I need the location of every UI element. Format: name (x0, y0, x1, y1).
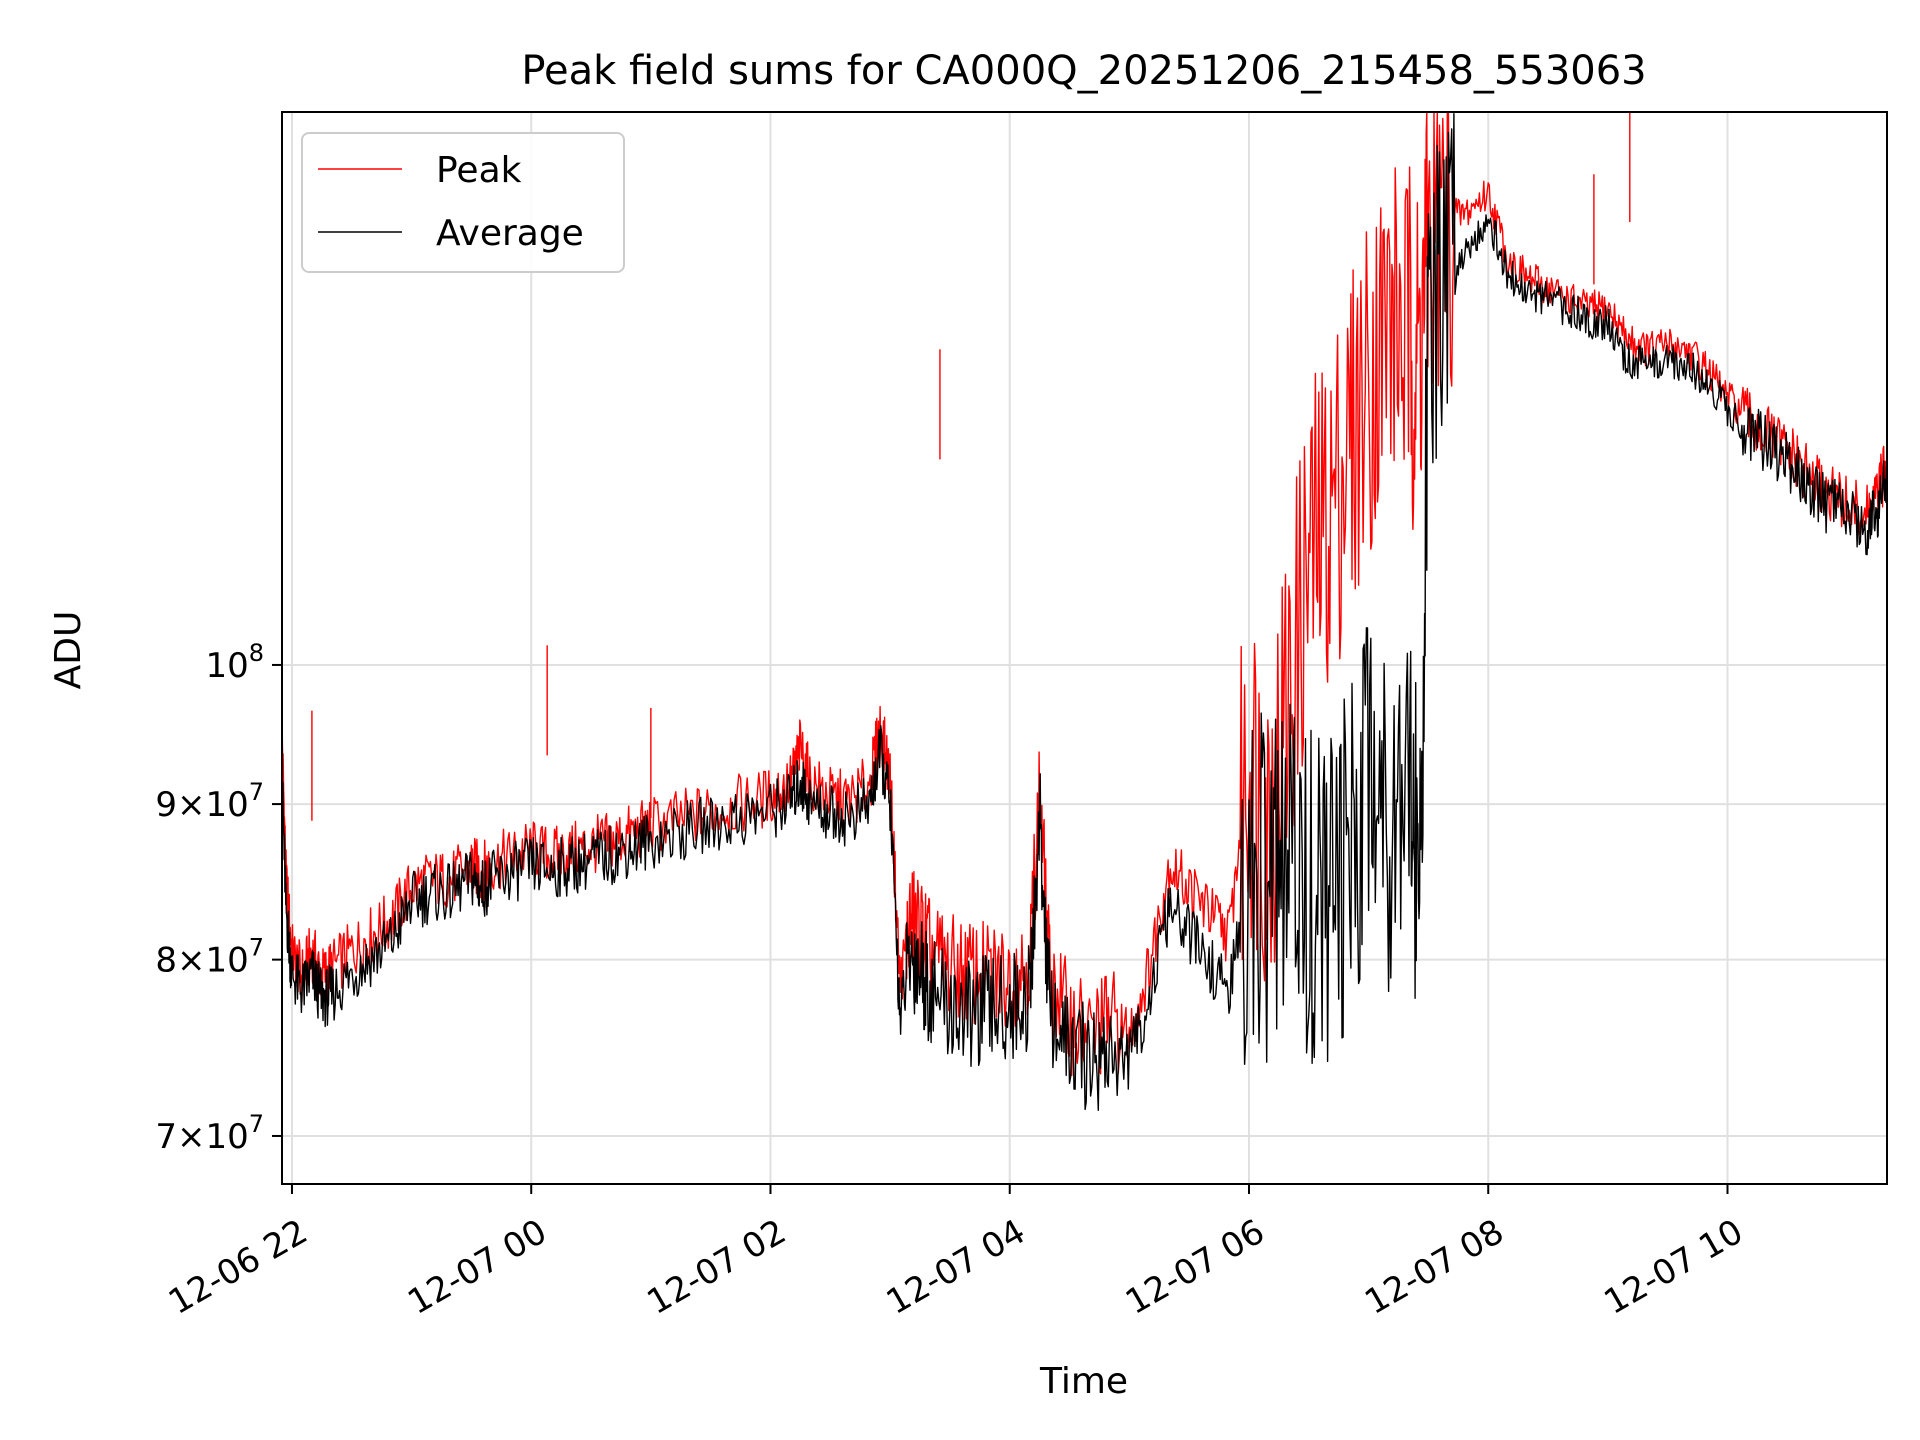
y-tick-exponent: 7 (249, 1110, 264, 1138)
grid-lines (282, 112, 1887, 1184)
plot-frame (281, 111, 1888, 1185)
y-tick-label: 7×107 (155, 1110, 264, 1157)
legend: Peak Average (301, 132, 625, 273)
legend-label-average: Average (436, 213, 584, 254)
series-layer (281, 111, 1888, 1112)
spike-layer (311, 112, 1631, 821)
y-tick-label: 108 (205, 639, 264, 686)
y-axis-label: ADU (48, 611, 89, 690)
legend-box (301, 132, 625, 273)
y-tick-mantissa: 7× (155, 1117, 205, 1157)
series-line-average (281, 112, 1888, 1112)
y-tick-base: 10 (205, 941, 248, 981)
legend-label-peak: Peak (436, 150, 522, 191)
y-tick-mantissa: 9× (155, 785, 205, 825)
y-tick-label: 9×107 (155, 778, 264, 825)
y-tick-exponent: 7 (249, 778, 264, 806)
y-tick-base: 10 (205, 785, 248, 825)
x-axis-label: Time (1039, 1361, 1128, 1402)
chart-title: Peak field sums for CA000Q_20251206_2154… (521, 48, 1646, 94)
y-tick-base: 10 (205, 1117, 248, 1157)
y-tick-mantissa: 8× (155, 941, 205, 981)
y-tick-exponent: 7 (249, 934, 264, 962)
y-tick-label: 8×107 (155, 934, 264, 981)
y-tick-exponent: 8 (249, 639, 264, 667)
y-tick-base: 10 (205, 646, 248, 686)
